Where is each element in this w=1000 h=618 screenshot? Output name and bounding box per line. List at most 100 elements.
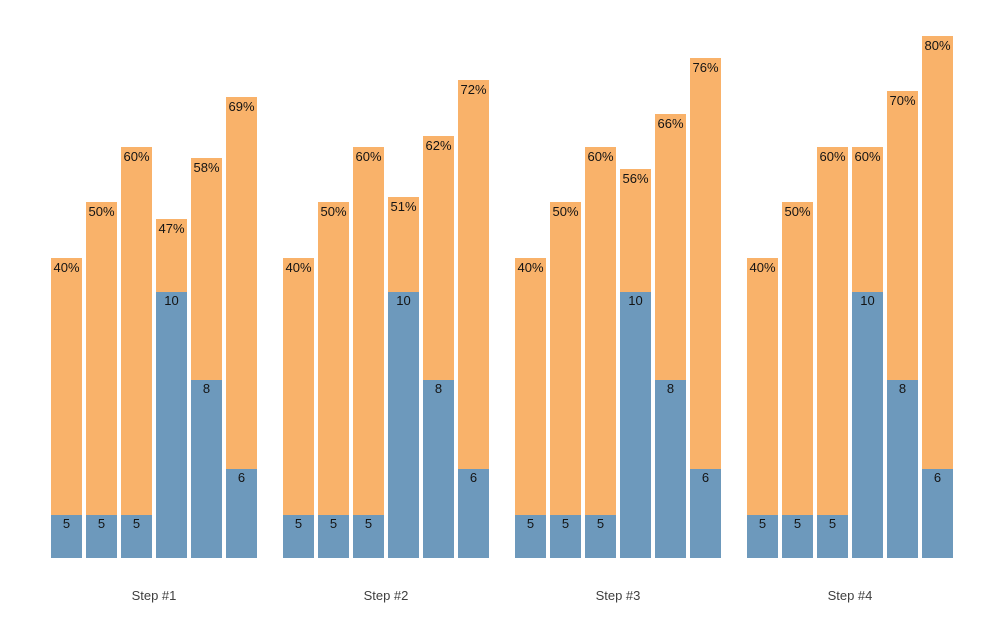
percent-label: 80%: [924, 38, 951, 53]
percent-label: 47%: [158, 221, 185, 236]
stacked-bar: 40% 5: [515, 258, 546, 558]
count-label: 5: [132, 516, 141, 531]
stacked-bar: 69% 6: [226, 97, 257, 558]
count-segment: 5: [515, 515, 546, 558]
percent-label: 72%: [460, 82, 487, 97]
count-label: 6: [701, 470, 710, 485]
count-label: 6: [933, 470, 942, 485]
percent-label: 69%: [228, 99, 255, 114]
count-label: 5: [793, 516, 802, 531]
count-segment: 6: [922, 469, 953, 558]
stacked-bar: 50% 5: [782, 202, 813, 558]
percent-label: 70%: [889, 93, 916, 108]
percent-label: 60%: [587, 149, 614, 164]
count-segment: 5: [318, 515, 349, 558]
count-label: 10: [164, 293, 179, 308]
percent-label: 60%: [854, 149, 881, 164]
stacked-bar: 60% 10: [852, 147, 883, 558]
stacked-bar: 72% 6: [458, 80, 489, 558]
stacked-bar: 66% 8: [655, 114, 686, 558]
percent-label: 50%: [320, 204, 347, 219]
stacked-bar: 58% 8: [191, 158, 222, 558]
count-segment: 8: [655, 380, 686, 558]
count-segment: 10: [388, 292, 419, 558]
stacked-bar: 80% 6: [922, 36, 953, 558]
count-label: 10: [860, 293, 875, 308]
count-segment: 5: [817, 515, 848, 558]
percent-label: 66%: [657, 116, 684, 131]
bar-group: 40% 5 50% 5 60% 5 60% 10 70% 8 80% 6: [747, 36, 953, 558]
count-segment: 5: [121, 515, 152, 558]
category-axis: Step #1 Step #2 Step #3 Step #4: [51, 588, 953, 603]
category-label: Step #1: [131, 588, 177, 603]
count-label: 6: [237, 470, 246, 485]
count-label: 8: [202, 381, 211, 396]
count-segment: 5: [86, 515, 117, 558]
count-segment: 10: [156, 292, 187, 558]
percent-label: 50%: [784, 204, 811, 219]
count-label: 5: [526, 516, 535, 531]
count-segment: 5: [51, 515, 82, 558]
stacked-bar: 60% 5: [817, 147, 848, 558]
count-label: 8: [434, 381, 443, 396]
percent-label: 51%: [390, 199, 417, 214]
count-segment: 6: [458, 469, 489, 558]
count-segment: 5: [782, 515, 813, 558]
stacked-bar: 47% 10: [156, 219, 187, 558]
count-label: 8: [898, 381, 907, 396]
percent-label: 50%: [88, 204, 115, 219]
stacked-bar: 50% 5: [318, 202, 349, 558]
percent-label: 60%: [819, 149, 846, 164]
percent-label: 40%: [517, 260, 544, 275]
category-label: Step #2: [363, 588, 409, 603]
count-label: 10: [628, 293, 643, 308]
stacked-bar: 60% 5: [121, 147, 152, 558]
percent-label: 62%: [425, 138, 452, 153]
stacked-bar: 50% 5: [86, 202, 117, 558]
count-segment: 10: [852, 292, 883, 558]
stacked-bar: 51% 10: [388, 197, 419, 558]
stacked-bar: 70% 8: [887, 91, 918, 558]
percent-label: 56%: [622, 171, 649, 186]
category-label: Step #3: [595, 588, 641, 603]
count-label: 5: [62, 516, 71, 531]
stacked-bar: 50% 5: [550, 202, 581, 558]
count-segment: 8: [423, 380, 454, 558]
plot-area: 40% 5 50% 5 60% 5 47% 10 58% 8 69% 6 40% 5 50% 5 60% 5 51%…: [51, 0, 953, 558]
stacked-bar: 40% 5: [283, 258, 314, 558]
stacked-bar: 40% 5: [51, 258, 82, 558]
percent-label: 40%: [749, 260, 776, 275]
count-label: 5: [294, 516, 303, 531]
count-label: 5: [561, 516, 570, 531]
count-label: 5: [828, 516, 837, 531]
count-segment: 5: [283, 515, 314, 558]
count-label: 5: [758, 516, 767, 531]
percent-label: 50%: [552, 204, 579, 219]
count-segment: 5: [585, 515, 616, 558]
count-segment: 5: [550, 515, 581, 558]
stacked-bar: 40% 5: [747, 258, 778, 558]
count-segment: 6: [690, 469, 721, 558]
count-segment: 5: [353, 515, 384, 558]
count-label: 5: [329, 516, 338, 531]
count-label: 10: [396, 293, 411, 308]
count-label: 5: [97, 516, 106, 531]
percent-label: 40%: [53, 260, 80, 275]
percent-label: 76%: [692, 60, 719, 75]
count-label: 6: [469, 470, 478, 485]
bar-group: 40% 5 50% 5 60% 5 51% 10 62% 8 72% 6: [283, 80, 489, 558]
bar-group: 40% 5 50% 5 60% 5 56% 10 66% 8 76% 6: [515, 58, 721, 558]
stacked-bar: 62% 8: [423, 136, 454, 558]
stacked-bar: 76% 6: [690, 58, 721, 558]
percent-label: 58%: [193, 160, 220, 175]
count-segment: 10: [620, 292, 651, 558]
bar-group: 40% 5 50% 5 60% 5 47% 10 58% 8 69% 6: [51, 97, 257, 558]
stacked-bar: 60% 5: [353, 147, 384, 558]
count-label: 5: [596, 516, 605, 531]
count-segment: 5: [747, 515, 778, 558]
count-label: 8: [666, 381, 675, 396]
stacked-bar: 56% 10: [620, 169, 651, 558]
stacked-bar: 60% 5: [585, 147, 616, 558]
count-segment: 8: [191, 380, 222, 558]
